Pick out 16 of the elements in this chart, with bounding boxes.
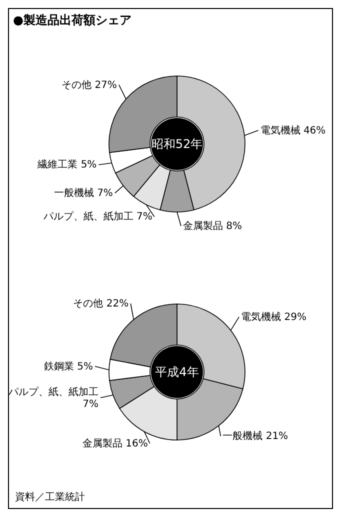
slice-label: その他 27%	[62, 78, 117, 91]
text: 資料／工業統計	[14, 490, 86, 505]
slice-label: 金属製品 16%	[82, 437, 148, 450]
slice-label: 電気機械 29%	[241, 310, 306, 323]
text: 昭和52年	[151, 137, 203, 151]
slice-label: 電気機械 46%	[260, 124, 326, 136]
slice-label: 一般機械 7%	[54, 187, 113, 200]
data-label: 7%	[82, 398, 99, 410]
slice-label: 金属製品 8%	[183, 220, 242, 232]
slice-label: 一般機械 21%	[222, 430, 288, 442]
slice-label: 繊維工業 5%	[36, 158, 97, 171]
text: 平成4年	[155, 365, 199, 379]
chart-title: ●製造品出荷額シェア	[12, 12, 132, 29]
slice-label: パルプ、紙、紙加工 7%	[42, 210, 152, 223]
slice-label: その他 22%	[73, 298, 129, 310]
slice-label: 鉄鋼業 5%	[44, 360, 94, 372]
